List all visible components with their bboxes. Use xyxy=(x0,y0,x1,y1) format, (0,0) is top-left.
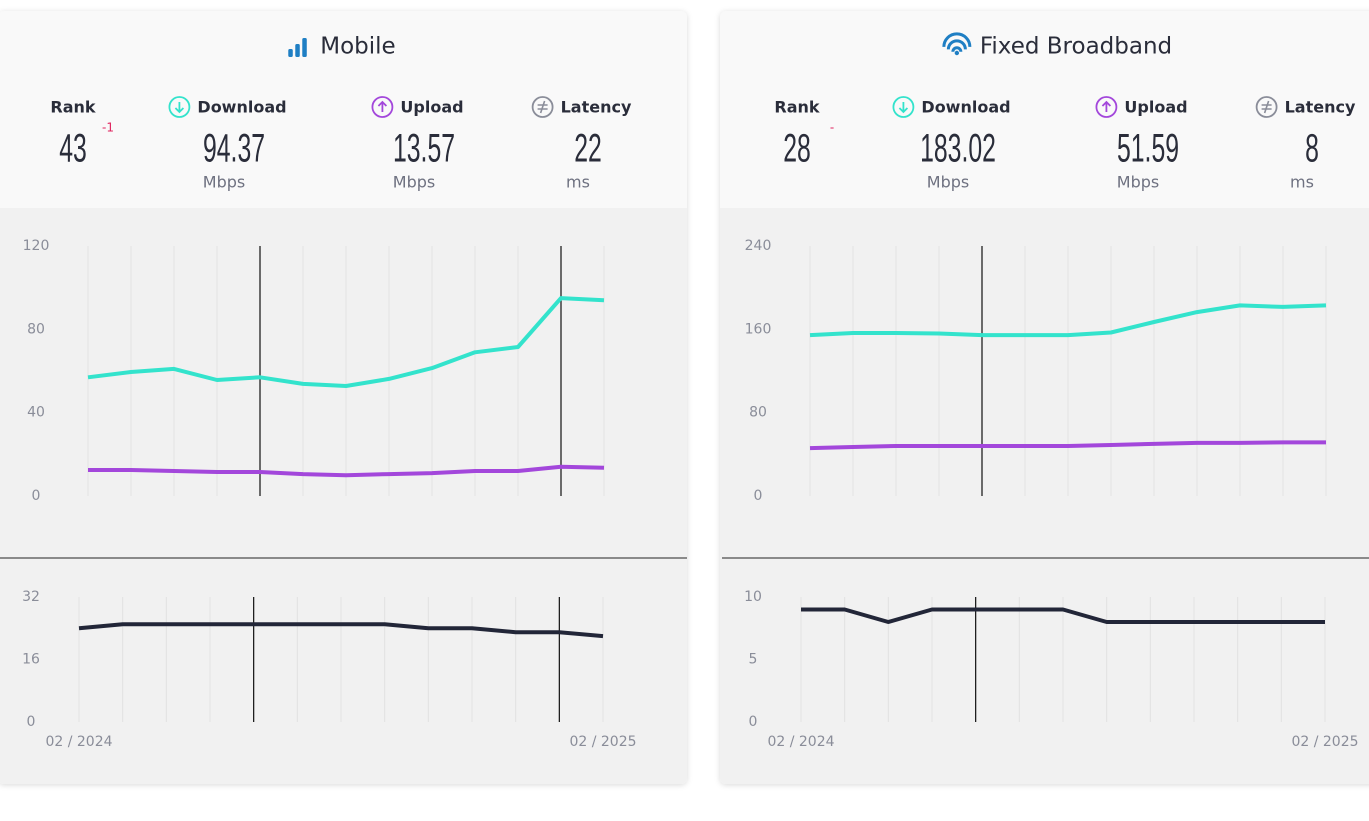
stat-label: Latency xyxy=(561,98,632,117)
x-tick-label: 02 / 2024 xyxy=(767,734,834,750)
stat-unit: ms xyxy=(1290,173,1314,192)
stat-value-group: 94.37 xyxy=(203,127,265,171)
wifi-dot xyxy=(954,50,960,56)
stat-label: Rank xyxy=(50,98,96,117)
y-tick-label: 160 xyxy=(745,321,772,337)
wifi-arc xyxy=(946,39,967,50)
signal-bar xyxy=(295,44,300,57)
stat-icon-lines xyxy=(537,100,548,114)
y-tick-label: 120 xyxy=(23,238,50,254)
panel: Mobile Rank 43 -1 Download 94.37 Mbps Upload 13.… xyxy=(0,11,687,784)
stat-icon-arrow xyxy=(174,102,185,114)
panel-header-bg xyxy=(720,180,1369,208)
stat-value-group: 28 xyxy=(783,127,811,171)
panel-title: Fixed Broadband xyxy=(980,34,1172,60)
stat-unit: Mbps xyxy=(1117,173,1159,192)
stat-value: 22 xyxy=(574,127,602,171)
wifi-arc xyxy=(942,32,972,47)
stat-label: Upload xyxy=(1124,98,1187,117)
stat-label: Rank xyxy=(774,98,820,117)
stat-unit: Mbps xyxy=(203,173,245,192)
y-tick-label: 80 xyxy=(27,321,45,337)
x-tick-label: 02 / 2025 xyxy=(1291,734,1358,750)
stat-unit: Mbps xyxy=(927,173,969,192)
x-tick-label: 02 / 2024 xyxy=(45,734,112,750)
stat-value: 28 xyxy=(783,127,811,171)
series-line xyxy=(78,622,604,639)
series-line xyxy=(87,296,605,388)
x-tick-label: 02 / 2025 xyxy=(569,734,636,750)
series-line xyxy=(809,303,1327,338)
y-tick-label: 0 xyxy=(749,714,758,730)
stat-icon xyxy=(371,96,394,118)
stat-value-group: 13.57 xyxy=(393,127,455,171)
series-line xyxy=(801,607,1325,624)
signal-bar xyxy=(302,38,307,57)
panel-header-bg xyxy=(720,11,1369,208)
stat-value: 43 xyxy=(59,127,87,171)
y-tick-label: 80 xyxy=(749,405,767,421)
stat-value: 13.57 xyxy=(393,127,455,171)
y-tick-label: 240 xyxy=(745,238,772,254)
stat-icon xyxy=(1095,96,1118,118)
y-tick-label: 40 xyxy=(27,405,45,421)
stat-value: 183.02 xyxy=(920,127,996,171)
stat-label: Upload xyxy=(400,98,463,117)
series-line xyxy=(88,464,605,478)
stat-value-group: 183.02 xyxy=(920,127,996,171)
stat-label: Download xyxy=(197,98,286,117)
stat-icon-arrow xyxy=(377,100,388,112)
stat-value-group: 8 xyxy=(1305,127,1319,171)
panel: Fixed Broadband Rank 28 - Download 183.02 Mbps… xyxy=(720,11,1369,784)
stat-unit: ms xyxy=(566,173,590,192)
stat-value: 94.37 xyxy=(203,127,265,171)
stat-icon xyxy=(1255,96,1278,118)
y-tick-label: 10 xyxy=(744,589,762,605)
stat-icon-arrow xyxy=(898,102,909,114)
stat-value-group: 22 xyxy=(574,127,602,171)
panel-header-bg xyxy=(0,180,687,208)
wifi-arc xyxy=(951,46,963,53)
y-tick-label: 5 xyxy=(749,652,758,668)
stat-value: 51.59 xyxy=(1117,127,1179,171)
stat-label: Download xyxy=(921,98,1010,117)
stat-icon xyxy=(168,96,191,118)
stat-value-group: 51.59 xyxy=(1117,127,1179,171)
stat-icon xyxy=(531,96,554,118)
panel-header-bg xyxy=(0,11,687,208)
rank-change: -1 xyxy=(102,121,114,135)
stat-value-group: 43 xyxy=(59,127,87,171)
y-tick-label: 32 xyxy=(22,589,40,605)
y-tick-label: 0 xyxy=(32,488,41,504)
series-line xyxy=(809,440,1326,451)
rank-change: - xyxy=(830,121,834,135)
signal-bar xyxy=(288,49,293,57)
stat-value: 8 xyxy=(1305,127,1319,171)
stat-icon-lines xyxy=(1261,100,1272,114)
y-tick-label: 0 xyxy=(754,488,763,504)
stat-icon xyxy=(892,96,915,118)
y-tick-label: 0 xyxy=(27,714,36,730)
stat-icon-arrow xyxy=(1101,100,1112,112)
y-tick-label: 16 xyxy=(22,652,40,668)
stat-unit: Mbps xyxy=(393,173,435,192)
stat-label: Latency xyxy=(1285,98,1356,117)
panel-title: Mobile xyxy=(320,34,395,60)
